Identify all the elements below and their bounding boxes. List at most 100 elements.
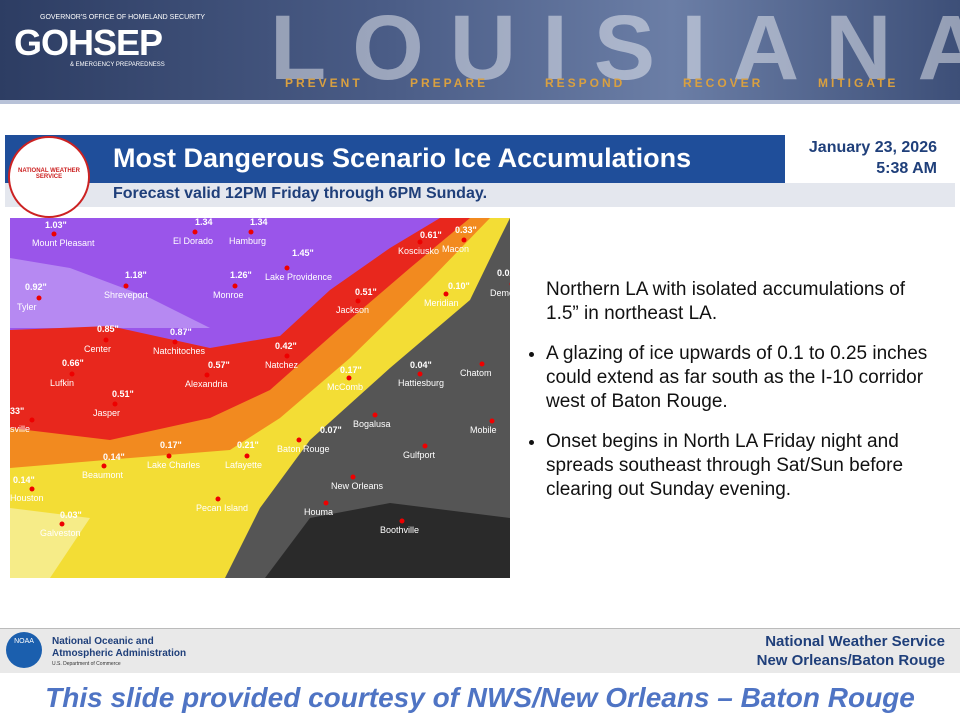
zone-lavender: [10, 258, 210, 328]
city-dot: [123, 283, 129, 289]
ice-value: 0.04": [410, 360, 432, 370]
courtesy: This slide provided courtesy of NWS/New …: [45, 682, 915, 713]
city-dot: [443, 291, 449, 297]
city-dot: [346, 375, 352, 381]
bullet: A glazing of ice upwards of 0.1 to 0.25 …: [546, 342, 956, 414]
city-dot: [417, 239, 423, 245]
office: New Orleans/Baton Rouge: [756, 652, 945, 669]
city-dot: [244, 453, 250, 459]
city-label: Lake Charles: [147, 460, 201, 470]
city-label: New Orleans: [331, 481, 384, 491]
city-dot: [284, 353, 290, 359]
ice-value: 1.45": [292, 248, 314, 258]
ice-value: 0.17": [160, 440, 182, 450]
ice-value: 0.57": [208, 360, 230, 370]
city-label: Kosciusko: [398, 246, 439, 256]
city-dot: [192, 229, 198, 235]
city-dot: [232, 283, 238, 289]
subtitle-bar: [5, 183, 955, 207]
date-box: January 23, 2026 5:38 AM: [785, 135, 955, 183]
city-label: sville: [10, 424, 30, 434]
noaa-logo: NOAA: [6, 632, 42, 668]
intro-text: Northern LA with isolated accumulations …: [546, 279, 906, 324]
city-label: Hattiesburg: [398, 378, 444, 388]
office: National Weather Service: [765, 633, 945, 650]
city-label: Meridian: [424, 298, 459, 308]
city-dot: [350, 474, 356, 480]
city-label: Natchitoches: [153, 346, 206, 356]
city-dot: [509, 282, 510, 286]
city-label: Mobile: [470, 425, 497, 435]
city-dot: [204, 372, 210, 378]
city-dot: [399, 518, 405, 524]
zone-gulf: [265, 503, 510, 578]
ice-value: 0.51": [355, 287, 377, 297]
ice-value: 1.34: [195, 218, 213, 227]
ice-value: 0.87": [170, 327, 192, 337]
bullet-list: A glazing of ice upwards of 0.1 to 0.25 …: [522, 342, 956, 518]
time: 5:38 AM: [876, 160, 937, 177]
city-label: Mount Pleasant: [32, 238, 95, 248]
city-dot: [29, 486, 35, 492]
ice-value: 0.66": [62, 358, 84, 368]
ice-value: 0.85": [97, 324, 119, 334]
ice-value: 0.21": [237, 440, 259, 450]
zone-gray: [225, 218, 510, 578]
slide-title: Most Dangerous Scenario Ice Accumulation…: [113, 143, 692, 173]
city-dot: [215, 496, 221, 502]
city-dot: [296, 437, 302, 443]
city-dot: [355, 298, 361, 304]
city-label: Chatom: [460, 368, 492, 378]
header-banner: [0, 0, 960, 104]
city-dot: [489, 418, 495, 424]
ice-value: 0.14": [13, 475, 35, 485]
city-dot: [101, 463, 107, 469]
city-label: Center: [84, 344, 111, 354]
ice-value: 33": [10, 406, 24, 416]
city-dot: [172, 339, 178, 345]
ice-value: 0.17": [340, 365, 362, 375]
agency: National Oceanic and: [52, 636, 154, 647]
motto: PREPARE: [410, 76, 489, 90]
city-dot: [461, 237, 467, 243]
city-label: Lufkin: [50, 378, 74, 388]
city-dot: [69, 371, 75, 377]
subtitle: Forecast valid 12PM Friday through 6PM S…: [113, 185, 488, 202]
logo: GOHSEP: [14, 22, 163, 63]
city-dot: [284, 265, 290, 271]
city-label: Baton Rouge: [277, 444, 330, 454]
city-label: Monroe: [213, 290, 244, 300]
ice-value: 0.33": [455, 225, 477, 235]
city-label: Demop: [490, 288, 510, 298]
agency: Atmospheric Administration: [52, 648, 187, 659]
footer-bar: [0, 628, 960, 673]
ice-value: 1.18": [125, 270, 147, 280]
city-label: Houma: [304, 507, 333, 517]
date: January 23, 2026: [808, 139, 937, 156]
city-label: Boothville: [380, 525, 419, 535]
department: U.S. Department of Commerce: [52, 661, 121, 667]
city-dot: [372, 412, 378, 418]
city-dot: [417, 371, 423, 377]
city-label: Tyler: [17, 302, 37, 312]
ice-value: 0.10": [448, 281, 470, 291]
ice-value: 1.34: [250, 218, 268, 227]
ice-value: 0.03": [60, 510, 82, 520]
city-dot: [112, 401, 118, 407]
city-dot: [248, 229, 254, 235]
ice-value: 0.14": [103, 452, 125, 462]
city-label: McComb: [327, 382, 363, 392]
city-dot: [166, 453, 172, 459]
ice-value: 0.92": [25, 282, 47, 292]
ice-value: 0.42": [275, 341, 297, 351]
city-dot: [479, 361, 485, 367]
zone-light-yellow: [10, 508, 90, 578]
city-label: Gulfport: [403, 450, 436, 460]
ice-value: 1.03": [45, 220, 67, 230]
city-label: Jackson: [336, 305, 369, 315]
city-label: Pecan Island: [196, 503, 248, 513]
logo-subtitle: & EMERGENCY PREPAREDNESS: [70, 62, 165, 68]
city-dot: [36, 295, 42, 301]
city-dot: [323, 500, 329, 506]
